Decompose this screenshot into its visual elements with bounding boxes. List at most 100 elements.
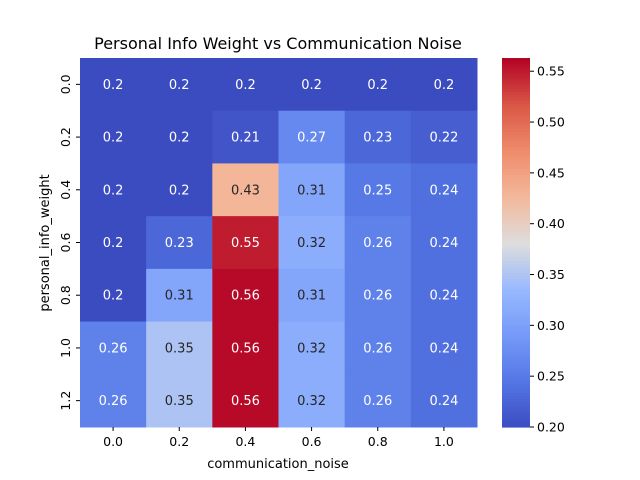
y-tick-label: 0.2 <box>58 127 73 147</box>
colorbar-segment <box>502 107 530 111</box>
colorbar-segment <box>502 199 530 204</box>
heatmap-cell <box>344 321 412 375</box>
cell-value-label: 0.2 <box>169 131 190 146</box>
heatmap-cell <box>146 321 213 375</box>
colorbar-segment <box>502 147 530 151</box>
colorbar-segment <box>502 122 530 127</box>
colorbar-segment <box>502 337 530 342</box>
cell-value-label: 0.2 <box>103 289 124 304</box>
y-tick-label: 0.0 <box>58 74 73 94</box>
cell-value-label: 0.2 <box>235 78 256 93</box>
colorbar-segment <box>502 257 530 262</box>
heatmap-cell <box>410 268 478 323</box>
colorbar-segment <box>502 377 530 382</box>
y-axis-label: personal_info_weight <box>38 174 53 311</box>
heatmap-cell <box>212 216 279 270</box>
colorbar-tick-label: 0.25 <box>537 369 565 384</box>
colorbar-segment <box>502 304 530 308</box>
colorbar-segment <box>502 88 530 93</box>
colorbar-segment <box>502 417 530 422</box>
colorbar-segment <box>502 101 530 105</box>
cell-value-label: 0.22 <box>429 131 458 146</box>
colorbar-segment <box>502 288 530 293</box>
heatmap-cell <box>80 216 147 270</box>
colorbar-segment <box>502 211 530 216</box>
colorbar-tick-label: 0.55 <box>537 64 565 79</box>
colorbar-segment <box>502 270 530 274</box>
colorbar-tick-label: 0.20 <box>537 420 565 435</box>
colorbar-segment <box>502 285 530 290</box>
colorbar-segment <box>502 414 530 419</box>
colorbar-segment <box>502 230 530 234</box>
colorbar-segment <box>502 319 530 324</box>
cell-value-label: 0.56 <box>231 394 260 409</box>
cell-value-label: 0.21 <box>231 131 260 146</box>
y-axis: 0.0 0.2 0.4 0.6 0.8 1.0 1.2 <box>58 74 80 411</box>
cell-value-label: 0.26 <box>99 394 128 409</box>
colorbar-segment <box>502 58 530 62</box>
colorbar-segment <box>502 208 530 213</box>
colorbar-segment <box>502 131 530 136</box>
colorbar-segment <box>502 141 530 145</box>
colorbar-segment <box>502 187 530 191</box>
colorbar-segment <box>502 239 530 244</box>
cell-value-label: 0.26 <box>363 341 392 356</box>
colorbar-segment <box>502 202 530 207</box>
colorbar-segment <box>502 190 530 194</box>
heatmap-cell <box>278 216 346 270</box>
colorbar-segment <box>502 264 530 268</box>
heatmap-cell <box>278 321 346 375</box>
heatmap-cell <box>410 58 478 112</box>
colorbar-tick-label: 0.45 <box>537 165 565 180</box>
heatmap-cell <box>80 58 147 112</box>
colorbar-segment <box>502 356 530 360</box>
cell-value-label: 0.26 <box>363 289 392 304</box>
heatmap-cell <box>146 58 213 112</box>
colorbar-segment <box>502 405 530 410</box>
colorbar-segment <box>502 402 530 407</box>
heatmap-cell <box>410 163 478 217</box>
colorbar-segment <box>502 205 530 210</box>
heatmap-cell <box>146 163 213 217</box>
cell-value-label: 0.2 <box>103 236 124 251</box>
heatmap-cell <box>212 58 279 112</box>
heatmap-cell <box>146 374 213 428</box>
cell-value-label: 0.56 <box>231 341 260 356</box>
heatmap-cell <box>80 321 147 375</box>
colorbar-tick-label: 0.30 <box>537 318 565 333</box>
colorbar-segment <box>502 371 530 376</box>
colorbar-segment <box>502 390 530 394</box>
colorbar-segment <box>502 242 530 247</box>
y-tick-label: 1.2 <box>58 391 73 411</box>
x-tick-label: 0.8 <box>368 434 388 449</box>
colorbar-segment <box>502 97 530 102</box>
colorbar-segment <box>502 116 530 121</box>
cell-value-label: 0.2 <box>301 78 322 93</box>
colorbar-segment <box>502 119 530 124</box>
colorbar-segment <box>502 73 530 78</box>
colorbar-segment <box>502 67 530 71</box>
heatmap-cell <box>212 321 279 375</box>
cell-value-label: 0.2 <box>434 78 455 93</box>
heatmap-cell <box>344 58 412 112</box>
x-tick-label: 0.2 <box>169 434 189 449</box>
colorbar-segment <box>502 91 530 96</box>
heatmap-cell <box>344 268 412 323</box>
colorbar-segment <box>502 260 530 265</box>
cell-value-label: 0.26 <box>363 236 392 251</box>
colorbar-segment <box>502 365 530 370</box>
colorbar-segment <box>502 267 530 271</box>
colorbar-segment <box>502 254 530 259</box>
cell-value-label: 0.24 <box>429 394 458 409</box>
colorbar-segment <box>502 347 530 351</box>
x-axis-label: communication_noise <box>207 457 349 472</box>
colorbar-segment <box>502 399 530 403</box>
colorbar-segment <box>502 310 530 314</box>
colorbar-segment <box>502 236 530 241</box>
cell-value-label: 0.24 <box>429 341 458 356</box>
heatmap-cell <box>80 268 147 323</box>
colorbar: 0.20 0.25 0.30 0.35 0.40 0.45 0.50 0.55 <box>502 58 565 435</box>
heatmap-cell <box>80 374 147 428</box>
colorbar-segment <box>502 156 530 161</box>
